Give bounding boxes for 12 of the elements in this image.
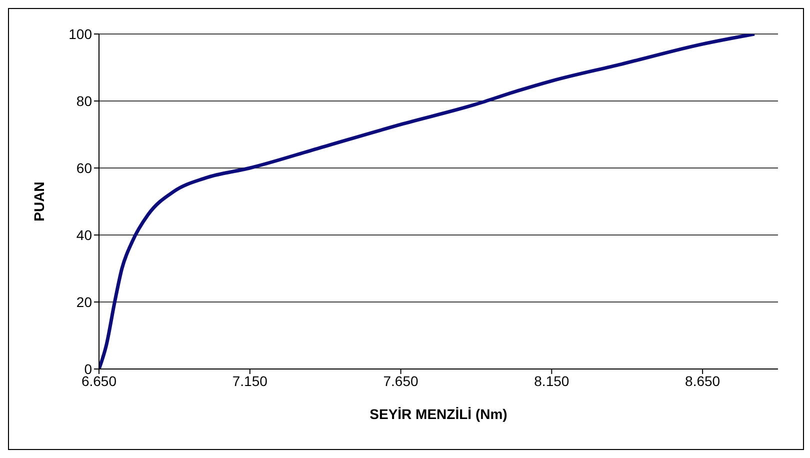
y-tick-label: 0 xyxy=(84,360,92,377)
x-tick-label: 8.150 xyxy=(534,372,570,389)
y-axis-title: PUAN xyxy=(30,182,47,222)
x-tick-label: 7.650 xyxy=(383,372,418,389)
x-tick-label: 7.150 xyxy=(232,372,268,389)
y-tick-label: 40 xyxy=(76,226,92,243)
x-tick-label: 8.650 xyxy=(685,372,720,389)
y-tick-label: 100 xyxy=(68,26,92,42)
y-tick-label: 60 xyxy=(76,160,92,176)
y-tick-label: 20 xyxy=(76,294,92,310)
x-axis-title: SEYİR MENZİLİ (Nm) xyxy=(370,406,508,422)
y-tick-label: 80 xyxy=(76,92,92,109)
